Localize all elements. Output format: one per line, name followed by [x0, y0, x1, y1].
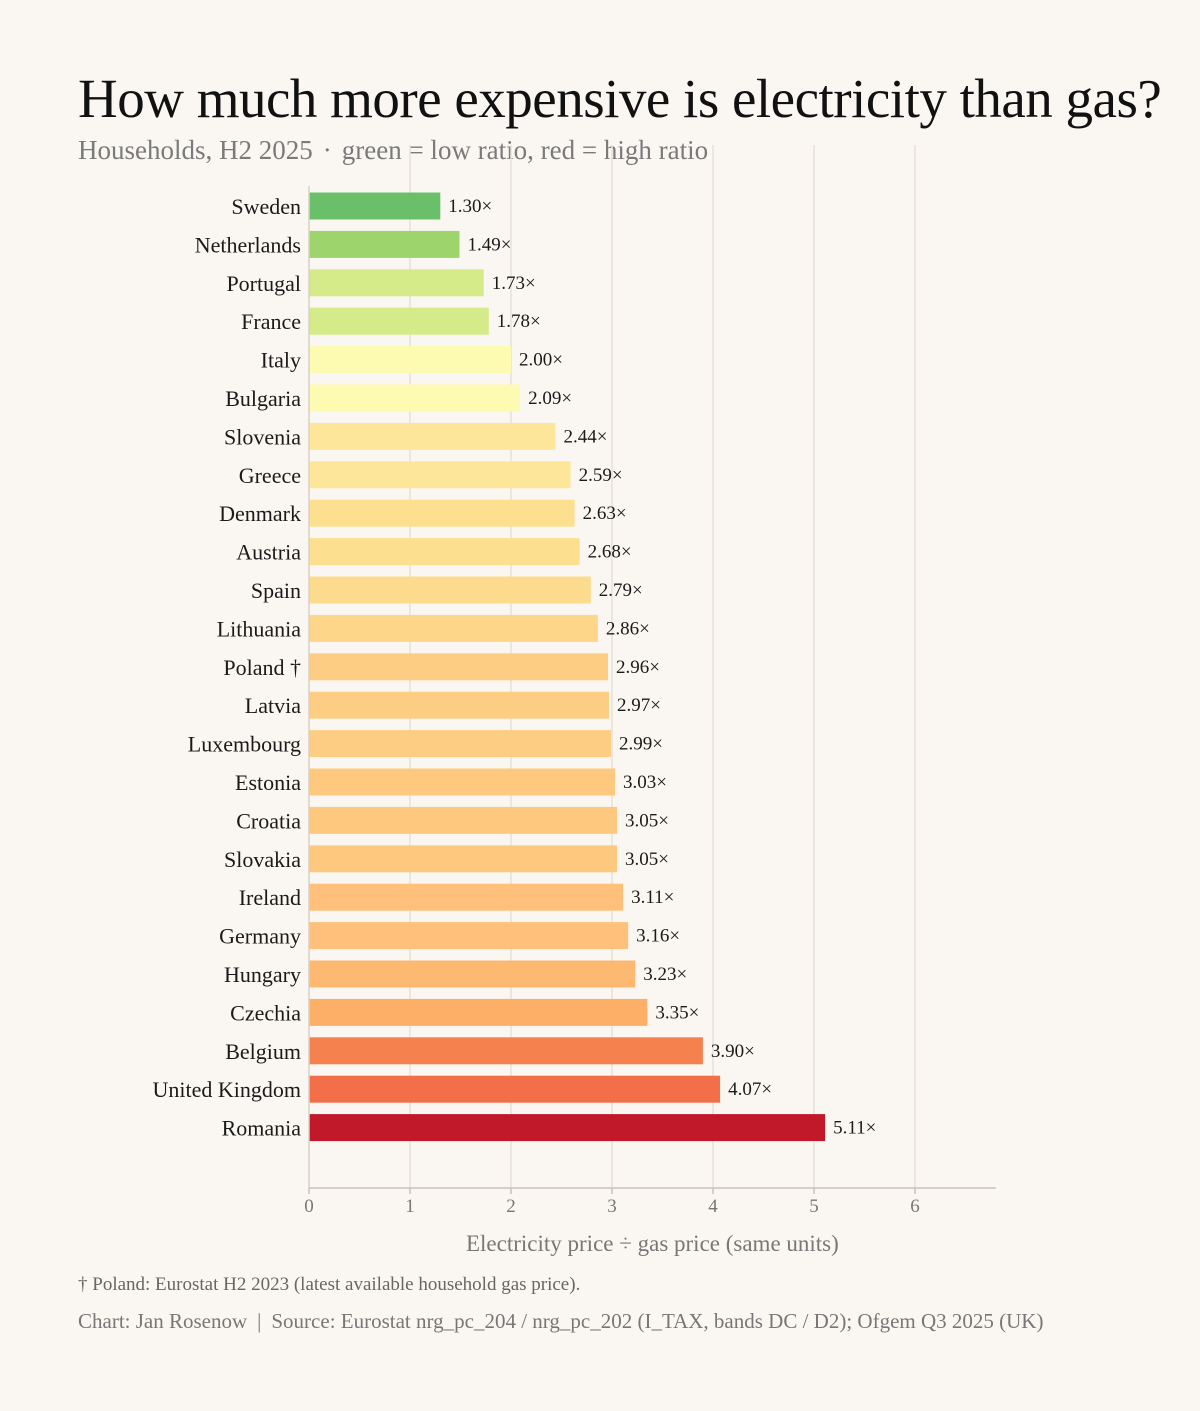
credit-chart: Chart: Jan Rosenow: [78, 1309, 248, 1333]
category-label: Slovakia: [224, 847, 301, 872]
x-tick-label: 1: [405, 1196, 415, 1217]
bar: [309, 998, 648, 1026]
bar: [309, 538, 580, 566]
value-label: 2.86×: [606, 618, 650, 639]
credit-separator: |: [257, 1309, 262, 1333]
x-tick-label: 6: [910, 1196, 920, 1217]
value-label: 2.97×: [617, 695, 661, 716]
category-label: Hungary: [224, 962, 301, 987]
value-label: 5.11×: [833, 1118, 876, 1139]
category-label: Bulgaria: [225, 386, 301, 411]
category-label: Netherlands: [195, 232, 301, 257]
bar: [309, 614, 598, 642]
value-label: 2.79×: [599, 580, 643, 601]
value-label: 3.05×: [625, 810, 669, 831]
credits: Chart: Jan Rosenow | Source: Eurostat nrg_…: [78, 1306, 1043, 1336]
category-label: Belgium: [225, 1039, 301, 1064]
bar: [309, 461, 571, 489]
category-label: Spain: [251, 578, 301, 603]
category-label: Denmark: [219, 501, 301, 526]
value-label: 1.73×: [492, 273, 536, 294]
category-label: Latvia: [245, 693, 301, 718]
category-label: Estonia: [235, 770, 301, 795]
category-label: Portugal: [226, 271, 301, 296]
category-label: Poland †: [223, 655, 301, 680]
category-label: Romania: [222, 1116, 302, 1141]
value-label: 2.99×: [619, 734, 663, 755]
bar: [309, 883, 624, 911]
value-label: 2.68×: [588, 542, 632, 563]
value-label: 3.05×: [625, 849, 669, 870]
category-label: Austria: [236, 540, 301, 565]
bar: [309, 192, 441, 220]
x-tick-label: 2: [506, 1196, 516, 1217]
category-label: Italy: [261, 348, 301, 373]
bar: [309, 1037, 703, 1065]
value-label: 3.03×: [623, 772, 667, 793]
value-label: 1.49×: [467, 234, 511, 255]
bar: [309, 730, 611, 758]
bar: [309, 1114, 826, 1142]
x-tick-label: 5: [809, 1196, 819, 1217]
bar: [309, 384, 521, 412]
category-label: Slovenia: [224, 424, 301, 449]
subtitle-separator: ·: [322, 135, 332, 165]
bar: [309, 1075, 721, 1103]
bar: [309, 768, 616, 796]
credit-source: Source: Eurostat nrg_pc_204 / nrg_pc_202…: [271, 1309, 1044, 1333]
value-label: 2.59×: [579, 465, 623, 486]
category-label: Sweden: [231, 194, 301, 219]
bar: [309, 230, 460, 258]
value-label: 4.07×: [728, 1079, 772, 1100]
category-label: Luxembourg: [188, 732, 301, 757]
bar: [309, 806, 618, 834]
bar: [309, 845, 618, 873]
x-tick-label: 0: [304, 1196, 314, 1217]
x-tick-label: 3: [607, 1196, 617, 1217]
value-label: 3.35×: [655, 1002, 699, 1023]
category-label: United Kingdom: [153, 1077, 302, 1102]
category-label: Lithuania: [217, 616, 302, 641]
value-label: 2.96×: [616, 657, 660, 678]
bar: [309, 653, 608, 681]
bar: [309, 960, 636, 988]
category-label: Greece: [239, 463, 301, 488]
bar: [309, 269, 484, 297]
bar: [309, 346, 511, 374]
value-label: 1.78×: [497, 311, 541, 332]
value-label: 3.16×: [636, 926, 680, 947]
category-label: France: [241, 309, 301, 334]
x-axis-title: Electricity price ÷ gas price (same unit…: [466, 1231, 839, 1256]
value-label: 3.23×: [643, 964, 687, 985]
value-label: 3.11×: [631, 887, 674, 908]
category-label: Czechia: [230, 1000, 301, 1025]
bar: [309, 691, 609, 719]
category-label: Ireland: [239, 885, 301, 910]
bar: [309, 576, 591, 604]
category-label: Croatia: [236, 808, 301, 833]
chart-title: How much more expensive is electricity t…: [78, 68, 1162, 129]
subtitle-scope: Households, H2 2025: [78, 135, 313, 165]
value-label: 2.09×: [528, 388, 572, 409]
value-label: 3.90×: [711, 1041, 755, 1062]
bar: [309, 422, 556, 450]
x-tick-label: 4: [708, 1196, 718, 1217]
chart-subtitle: Households, H2 2025 · green = low ratio, r…: [78, 132, 708, 168]
value-label: 1.30×: [448, 196, 492, 217]
subtitle-legend-note: green = low ratio, red = high ratio: [341, 135, 709, 165]
category-label: Germany: [219, 924, 301, 949]
bar: [309, 922, 629, 950]
bar: [309, 499, 575, 527]
value-label: 2.63×: [583, 503, 627, 524]
value-label: 2.44×: [563, 426, 607, 447]
footnote: † Poland: Eurostat H2 2023 (latest avail…: [78, 1274, 581, 1295]
bar: [309, 307, 489, 335]
value-label: 2.00×: [519, 350, 563, 371]
